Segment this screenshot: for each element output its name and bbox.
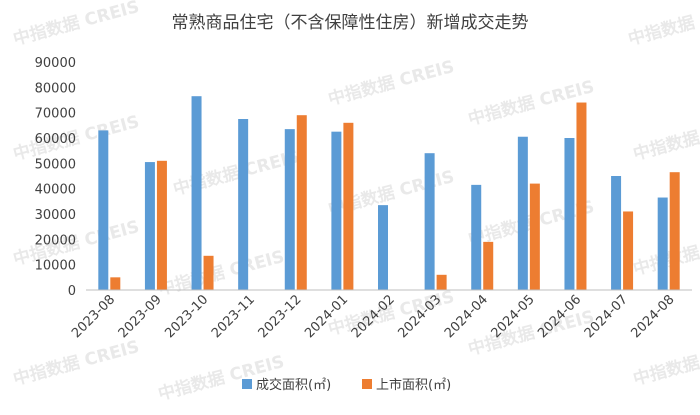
x-tick-label: 2023-12 — [256, 292, 305, 341]
bar-transaction-area — [471, 184, 482, 290]
bar-listed-area — [576, 102, 587, 291]
bar-transaction-area — [238, 119, 249, 290]
bar-listed-area — [483, 241, 494, 290]
y-tick-label: 70000 — [35, 107, 76, 122]
watermark-text: 中指数据 CREIS — [326, 56, 457, 110]
bar-listed-area — [623, 211, 634, 290]
legend-label: 成交面积(㎡) — [256, 377, 331, 393]
bar-listed-area — [156, 160, 167, 290]
watermark-text: 中指数据 CREIS — [631, 336, 700, 390]
bars — [98, 96, 680, 291]
bar-transaction-area — [284, 129, 295, 290]
bar-listed-area — [529, 183, 540, 290]
bar-transaction-area — [424, 153, 435, 290]
chart-title: 常熟商品住宅（不含保障性住房）新增成交走势 — [172, 12, 529, 33]
y-tick-label: 40000 — [35, 183, 76, 198]
bar-transaction-area — [191, 96, 202, 290]
watermark-text: 中指数据 CREIS — [11, 216, 142, 270]
legend: 成交面积(㎡) 上市面积(㎡) — [242, 377, 451, 393]
y-tick-label: 80000 — [35, 81, 76, 96]
y-tick-label: 0 — [68, 284, 76, 299]
bar-transaction-area — [144, 162, 155, 290]
bar-transaction-area — [611, 176, 622, 290]
watermark-text: 中指数据 CREIS — [171, 146, 302, 200]
bar-transaction-area — [378, 205, 388, 290]
bar-transaction-area — [331, 131, 342, 290]
legend-label: 上市面积(㎡) — [376, 377, 451, 393]
bar-transaction-area — [98, 130, 109, 290]
watermark-text: 中指数据 CREIS — [626, 0, 700, 50]
bar-transaction-area — [564, 138, 575, 290]
bar-transaction-area — [517, 136, 528, 290]
y-tick-label: 50000 — [35, 157, 76, 172]
y-tick-label: 60000 — [35, 132, 76, 147]
bar-listed-area — [436, 274, 447, 290]
watermark-text: 中指数据 CREIS — [326, 286, 457, 340]
watermark-text: 中指数据 CREIS — [631, 111, 700, 165]
bar-listed-area — [669, 172, 680, 290]
y-axis: 0 10000 20000 30000 40000 50000 60000 70000 8000… — [35, 56, 76, 299]
x-tick-label: 2023-10 — [162, 292, 211, 341]
bar-transaction-area — [657, 197, 668, 290]
bar-listed-area — [110, 277, 121, 290]
y-tick-label: 90000 — [35, 56, 76, 71]
watermark-text: 中指数据 CREIS — [11, 111, 142, 165]
bar-listed-area — [296, 115, 307, 290]
watermark-text: 中指数据 CREIS — [466, 306, 597, 360]
bar-listed-area — [203, 255, 214, 290]
y-tick-label: 10000 — [35, 259, 76, 274]
legend-swatch — [362, 379, 372, 389]
bar-listed-area — [343, 122, 354, 290]
y-tick-label: 30000 — [35, 208, 76, 223]
x-tick-label: 2023-08 — [69, 292, 118, 341]
y-tick-label: 20000 — [35, 233, 76, 248]
watermark-text: 中指数据 CREIS — [11, 0, 142, 50]
x-tick-label: 2024-08 — [628, 292, 677, 341]
x-tick-label: 2023-09 — [116, 292, 165, 341]
legend-swatch — [242, 379, 252, 389]
watermark-text: 中指数据 CREIS — [11, 336, 142, 390]
x-tick-label: 2023-11 — [209, 292, 258, 341]
watermark-text: 中指数据 CREIS — [156, 246, 287, 300]
